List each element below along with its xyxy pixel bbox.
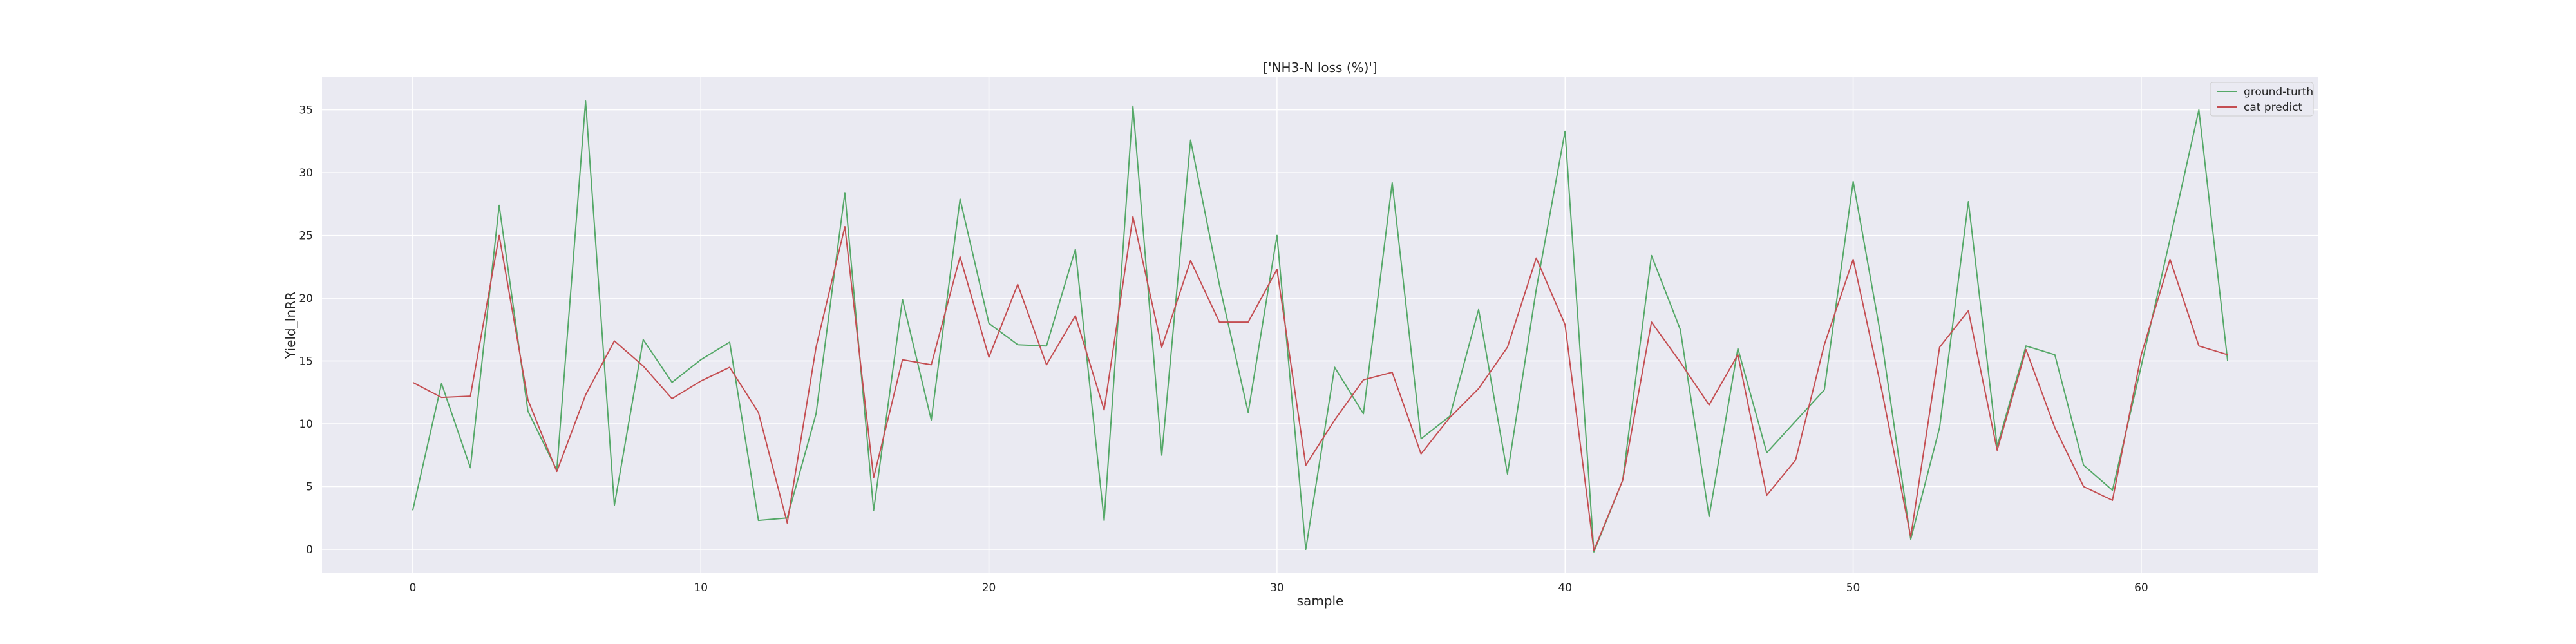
x-tick-label: 40 <box>1558 582 1572 594</box>
chart-title: ['NH3-N loss (%)'] <box>1263 60 1377 75</box>
plot-background <box>322 77 2318 573</box>
y-axis-ticks: 0 5 10 15 20 25 30 35 <box>299 104 313 556</box>
x-tick-label: 0 <box>409 582 416 594</box>
legend-label-ground-turth: ground-turth <box>2244 86 2313 99</box>
x-tick-label: 60 <box>2134 582 2148 594</box>
series-lines <box>412 100 2229 553</box>
grid-lines <box>322 77 2318 573</box>
series-line-ground-turth <box>412 100 2229 553</box>
legend-label-cat-predict: cat predict <box>2244 101 2303 114</box>
y-tick-label: 0 <box>306 544 313 556</box>
y-tick-label: 35 <box>299 104 313 117</box>
y-tick-label: 25 <box>299 230 313 243</box>
x-tick-label: 50 <box>1846 582 1861 594</box>
y-tick-label: 10 <box>299 418 313 431</box>
x-axis-label: sample <box>1297 593 1344 609</box>
y-tick-label: 15 <box>299 355 313 368</box>
y-axis-label: Yield_InRR <box>283 292 298 359</box>
x-tick-label: 30 <box>1270 582 1284 594</box>
legend: ground-turth cat predict <box>2210 82 2314 117</box>
y-tick-label: 5 <box>306 480 313 493</box>
x-tick-label: 20 <box>982 582 996 594</box>
x-tick-label: 10 <box>694 582 708 594</box>
y-tick-label: 30 <box>299 167 313 180</box>
y-tick-label: 20 <box>299 292 313 305</box>
x-axis-ticks: 0 10 20 30 40 50 60 <box>409 582 2148 594</box>
series-line-cat-predict <box>412 216 2228 551</box>
